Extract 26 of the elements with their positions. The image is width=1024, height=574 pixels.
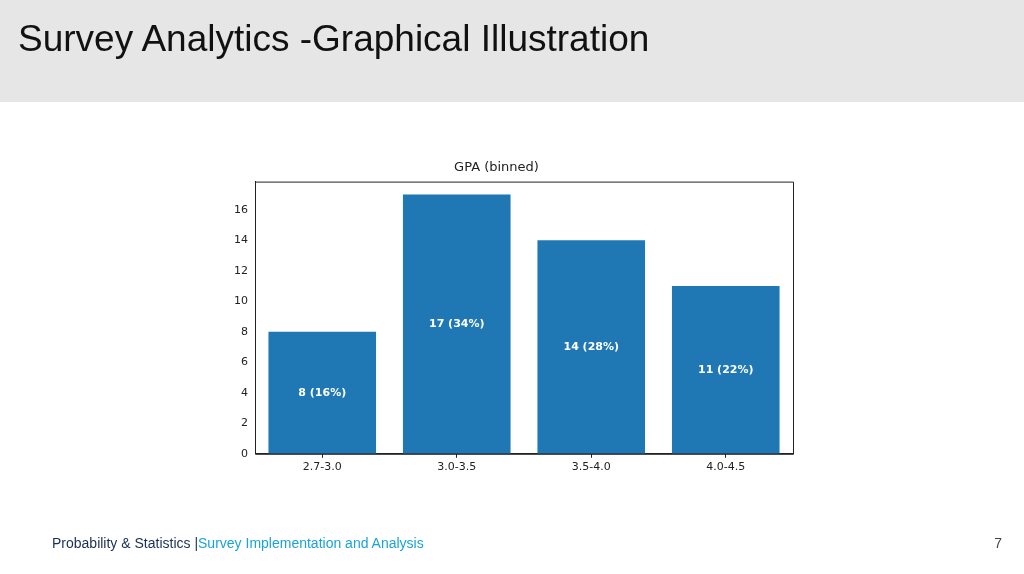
bar (671, 286, 780, 454)
y-tick-label: 4 (241, 385, 248, 399)
bar (537, 240, 646, 454)
x-tick-label: 3.0-3.5 (437, 460, 477, 474)
y-tick-label: 0 (241, 446, 248, 460)
text: Survey Implementation and Analysis (198, 535, 424, 551)
y-tick-label: 6 (241, 355, 248, 369)
y-tick-label: 8 (241, 324, 248, 338)
data-label: 17 (34%) (428, 317, 485, 331)
data-label: 14 (28%) (563, 339, 620, 353)
x-tick-label: 3.5-4.0 (571, 460, 611, 474)
bar (402, 194, 511, 454)
data-label: 11 (22%) (697, 362, 754, 376)
text: Probability & Statistics | (52, 535, 199, 551)
y-tick-label: 10 (234, 294, 248, 308)
text: 7 (994, 535, 1002, 551)
x-tick-label: 2.7-3.0 (302, 460, 342, 474)
y-tick-label: 2 (241, 416, 248, 430)
x-tick-label: 4.0-4.5 (706, 460, 746, 474)
y-tick-label: 14 (234, 233, 248, 247)
chart-title: Survey Analytics -Graphical Illustration (18, 18, 650, 60)
y-tick-label: 16 (234, 202, 248, 216)
data-label: 8 (16%) (298, 385, 347, 399)
y-tick-label: 12 (234, 263, 248, 277)
bar (268, 331, 377, 454)
chart-subtitle: GPA (binned) (454, 159, 539, 175)
